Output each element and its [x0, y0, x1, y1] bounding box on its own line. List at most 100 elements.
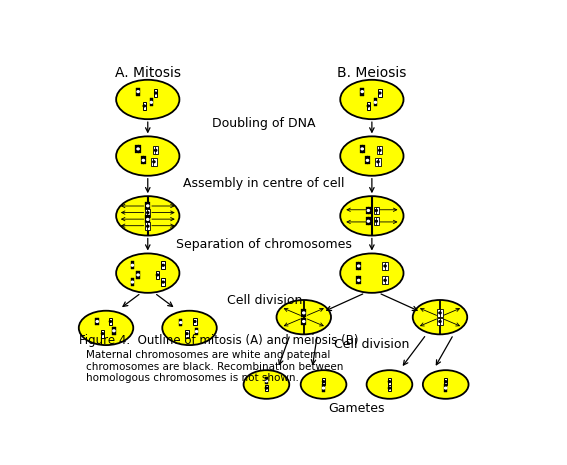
Circle shape [439, 320, 441, 322]
Bar [303, 318, 306, 326]
Bar [265, 385, 268, 391]
Bar [145, 209, 148, 217]
Circle shape [375, 210, 378, 212]
Bar [362, 145, 365, 153]
Bar [356, 262, 359, 270]
Bar [154, 89, 158, 97]
Bar [147, 209, 150, 217]
Circle shape [155, 149, 157, 151]
Bar [367, 102, 370, 110]
Circle shape [162, 265, 164, 266]
Circle shape [101, 333, 104, 334]
Circle shape [113, 330, 115, 332]
Circle shape [439, 312, 441, 314]
Circle shape [162, 281, 164, 283]
Circle shape [384, 279, 386, 281]
Circle shape [137, 274, 139, 276]
Bar [151, 158, 154, 166]
Bar [150, 99, 153, 106]
Circle shape [265, 380, 268, 382]
Bar [374, 206, 376, 214]
Text: B. Meiosis: B. Meiosis [337, 66, 407, 80]
Circle shape [137, 91, 139, 93]
Ellipse shape [423, 370, 468, 399]
Bar [359, 145, 363, 153]
Circle shape [155, 92, 157, 94]
Bar [439, 309, 443, 317]
Circle shape [388, 381, 391, 383]
Bar [136, 88, 140, 95]
Bar [375, 158, 379, 166]
Circle shape [132, 281, 133, 283]
Text: Figure 4.  Outline of mitosis (A) and meiosis (B): Figure 4. Outline of mitosis (A) and mei… [79, 334, 358, 347]
Ellipse shape [277, 300, 331, 334]
Circle shape [137, 148, 139, 150]
Bar [303, 309, 306, 317]
Circle shape [358, 265, 360, 267]
Bar [193, 318, 197, 326]
Bar [156, 271, 159, 279]
Circle shape [366, 159, 369, 161]
Circle shape [323, 387, 325, 389]
Circle shape [367, 210, 370, 212]
Ellipse shape [162, 311, 217, 345]
Bar [388, 378, 391, 385]
Ellipse shape [340, 80, 404, 119]
Circle shape [180, 322, 182, 324]
Circle shape [265, 387, 268, 389]
Circle shape [375, 220, 378, 222]
Bar [439, 318, 443, 326]
Bar [154, 158, 156, 166]
Circle shape [196, 331, 198, 332]
Ellipse shape [340, 196, 404, 236]
Ellipse shape [116, 80, 179, 119]
Bar [382, 276, 386, 284]
Text: Cell division: Cell division [227, 294, 302, 307]
Bar [95, 318, 99, 326]
Text: Gametes: Gametes [328, 402, 385, 415]
Circle shape [367, 220, 370, 222]
Circle shape [384, 265, 386, 267]
Ellipse shape [79, 311, 133, 345]
Bar [322, 385, 325, 392]
Circle shape [388, 387, 391, 389]
Bar [382, 262, 386, 270]
Bar [136, 145, 138, 153]
Circle shape [303, 312, 305, 314]
Bar [185, 330, 189, 338]
Circle shape [361, 91, 363, 93]
Circle shape [143, 105, 145, 107]
Circle shape [150, 101, 153, 103]
Bar [162, 278, 165, 286]
Circle shape [153, 161, 155, 163]
Bar [130, 278, 134, 286]
Bar [142, 102, 146, 110]
Bar [153, 146, 156, 154]
Bar [301, 318, 304, 326]
Bar [378, 89, 382, 97]
Bar [145, 215, 148, 223]
Bar [147, 215, 150, 223]
Circle shape [147, 226, 149, 227]
Bar [379, 146, 382, 154]
Circle shape [361, 148, 363, 150]
Bar [377, 146, 380, 154]
Ellipse shape [301, 370, 346, 399]
Bar [141, 156, 144, 164]
Bar [101, 330, 104, 338]
Text: A. Mitosis: A. Mitosis [115, 66, 181, 80]
Circle shape [156, 274, 159, 276]
Bar [322, 378, 325, 385]
Bar [155, 146, 158, 154]
Text: Cell division: Cell division [334, 338, 409, 351]
Circle shape [379, 92, 381, 94]
Bar [109, 318, 112, 326]
Bar [368, 206, 371, 214]
Ellipse shape [116, 196, 179, 236]
Circle shape [445, 381, 447, 383]
Bar [368, 217, 371, 225]
Bar [301, 309, 304, 317]
Bar [367, 156, 370, 164]
Ellipse shape [116, 253, 179, 293]
Bar [361, 88, 364, 95]
